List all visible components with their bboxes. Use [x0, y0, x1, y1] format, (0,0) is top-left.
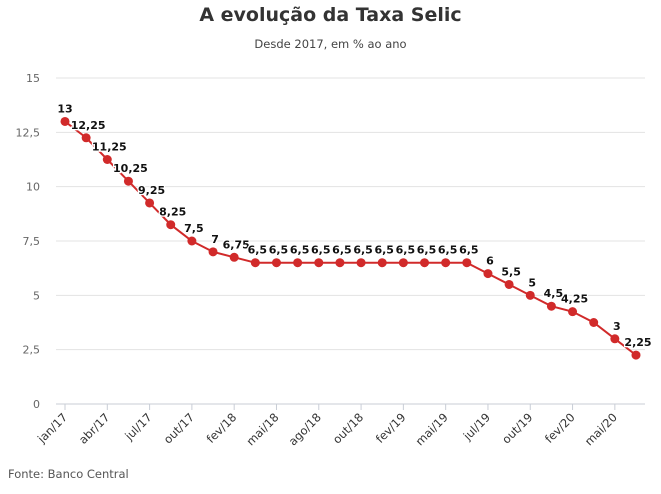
data-point	[314, 258, 324, 268]
x-tick-label: jan/17	[34, 410, 70, 446]
y-tick-label: 2,5	[23, 344, 41, 357]
data-point	[462, 258, 472, 268]
y-tick-label: 7,5	[23, 235, 41, 248]
y-tick-label: 5	[33, 289, 40, 302]
chart-subtitle: Desde 2017, em % ao ano	[254, 37, 407, 51]
data-point	[271, 258, 281, 268]
data-point	[525, 290, 535, 300]
data-point	[187, 236, 197, 246]
x-tick-label: ago/18	[286, 410, 324, 448]
data-point	[589, 318, 599, 327]
data-point	[145, 198, 155, 208]
y-tick-label: 0	[33, 398, 40, 411]
data-label: 6,5	[396, 244, 416, 257]
data-point	[568, 307, 578, 317]
data-label: 6,5	[290, 244, 310, 257]
data-label: 6,5	[417, 244, 437, 257]
data-label: 5	[528, 276, 536, 289]
data-point	[610, 334, 620, 344]
data-point	[483, 269, 493, 279]
series-line	[64, 120, 637, 356]
x-tick-label: out/19	[499, 410, 535, 446]
data-point	[631, 350, 641, 360]
data-point	[377, 258, 387, 268]
x-tick-label: jul/17	[121, 410, 154, 443]
data-label: 6,5	[269, 244, 289, 257]
data-label: 6	[486, 255, 494, 268]
chart-title: A evolução da Taxa Selic	[199, 4, 462, 26]
y-tick-label: 15	[26, 72, 40, 85]
x-tick-label: abr/17	[76, 410, 112, 446]
data-label: 8,25	[159, 206, 186, 219]
data-label: 6,5	[459, 244, 479, 257]
x-tick-label: mai/20	[582, 410, 620, 448]
data-point	[102, 155, 112, 164]
data-label: 3	[613, 320, 621, 333]
x-tick-label: fev/20	[542, 410, 578, 446]
data-point	[293, 258, 303, 268]
x-tick-label: mai/19	[413, 410, 451, 448]
data-label: 4,5	[544, 287, 564, 300]
x-tick-label: fev/18	[204, 410, 240, 446]
data-label: 6,5	[248, 244, 268, 257]
x-tick-label: fev/19	[373, 410, 409, 446]
data-point	[335, 258, 345, 268]
data-label: 6,5	[311, 244, 331, 257]
data-label: 6,5	[374, 244, 394, 257]
data-point	[81, 133, 91, 143]
data-label: 6,5	[353, 244, 373, 257]
data-label: 9,25	[138, 184, 165, 197]
data-label: 13	[57, 102, 72, 115]
data-label: 7,5	[184, 222, 204, 235]
data-point	[60, 116, 70, 126]
y-tick-label: 10	[26, 181, 40, 194]
y-tick-label: 12,5	[16, 126, 41, 139]
data-label: 7	[211, 233, 219, 246]
data-label: 6,75	[223, 238, 250, 251]
data-label: 5,5	[501, 265, 521, 278]
data-label: 2,25	[624, 336, 651, 349]
source-note: Fonte: Banco Central	[8, 467, 129, 481]
data-point	[356, 258, 366, 268]
data-label: 10,25	[113, 162, 148, 175]
data-point	[546, 301, 556, 311]
data-point	[208, 247, 218, 257]
data-label: 11,25	[92, 141, 127, 154]
x-tick-label: jul/19	[460, 410, 493, 443]
data-point	[250, 258, 260, 268]
data-label: 6,5	[332, 244, 352, 257]
x-tick-label: out/18	[330, 410, 366, 446]
data-label: 6,5	[438, 244, 458, 257]
data-point	[229, 252, 239, 262]
data-point	[504, 279, 514, 289]
x-tick-label: mai/18	[243, 410, 281, 448]
data-point	[441, 258, 451, 268]
data-label: 12,25	[71, 119, 106, 132]
data-point	[123, 176, 133, 186]
x-tick-label: out/17	[161, 410, 197, 446]
data-point	[420, 258, 430, 268]
data-label: 4,25	[561, 293, 588, 306]
data-point	[398, 258, 408, 268]
data-point	[166, 220, 176, 230]
